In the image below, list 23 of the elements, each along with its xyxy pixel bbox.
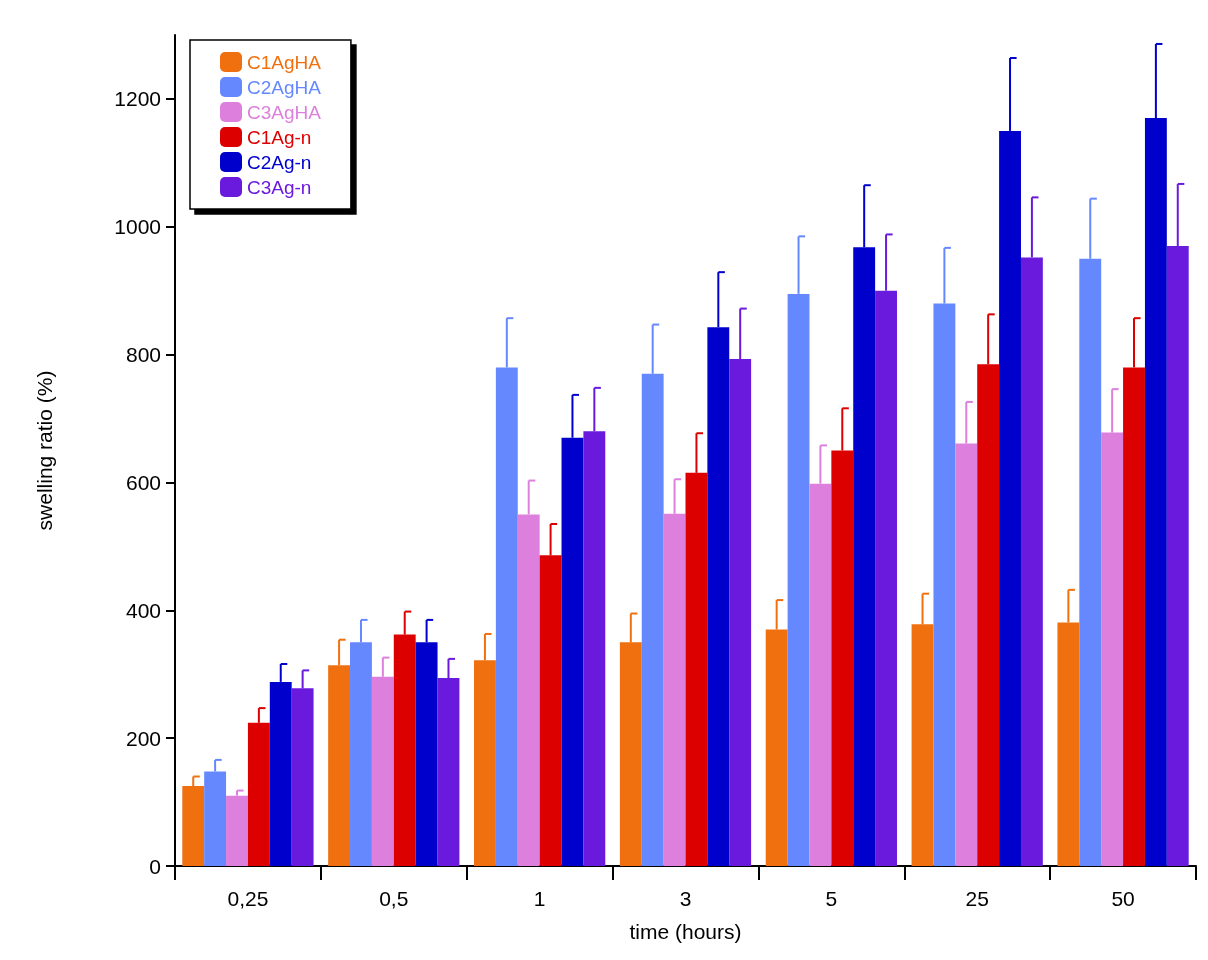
y-tick-label: 400 <box>125 598 161 622</box>
x-tick-label: 5 <box>825 887 838 910</box>
x-tick-label: 0,5 <box>379 887 409 910</box>
y-tick-label: 0 <box>149 854 161 878</box>
legend-label: C2Ag-n <box>247 151 312 173</box>
legend-label: C1AgHA <box>247 51 322 73</box>
y-tick-label: 1000 <box>114 215 161 239</box>
x-tick-label: 0,25 <box>227 887 269 910</box>
x-axis-title: time (hours) <box>629 920 742 943</box>
legend-label: C2AgHA <box>247 76 322 98</box>
legend-label: C3Ag-n <box>247 176 312 198</box>
x-tick-label: 3 <box>679 887 692 910</box>
y-tick-label: 600 <box>125 470 161 494</box>
x-tick-label: 50 <box>1111 887 1135 910</box>
legend-label: C3AgHA <box>247 101 322 123</box>
x-tick-label: 25 <box>965 887 989 910</box>
y-axis-title: swelling ratio (%) <box>33 370 56 531</box>
legend-label: C1Ag-n <box>247 126 312 148</box>
x-tick-label: 1 <box>533 887 546 910</box>
y-tick-label: 200 <box>125 726 161 750</box>
bar <box>226 795 248 866</box>
y-tick-label: 1200 <box>114 87 161 111</box>
y-tick-label: 800 <box>125 343 161 367</box>
